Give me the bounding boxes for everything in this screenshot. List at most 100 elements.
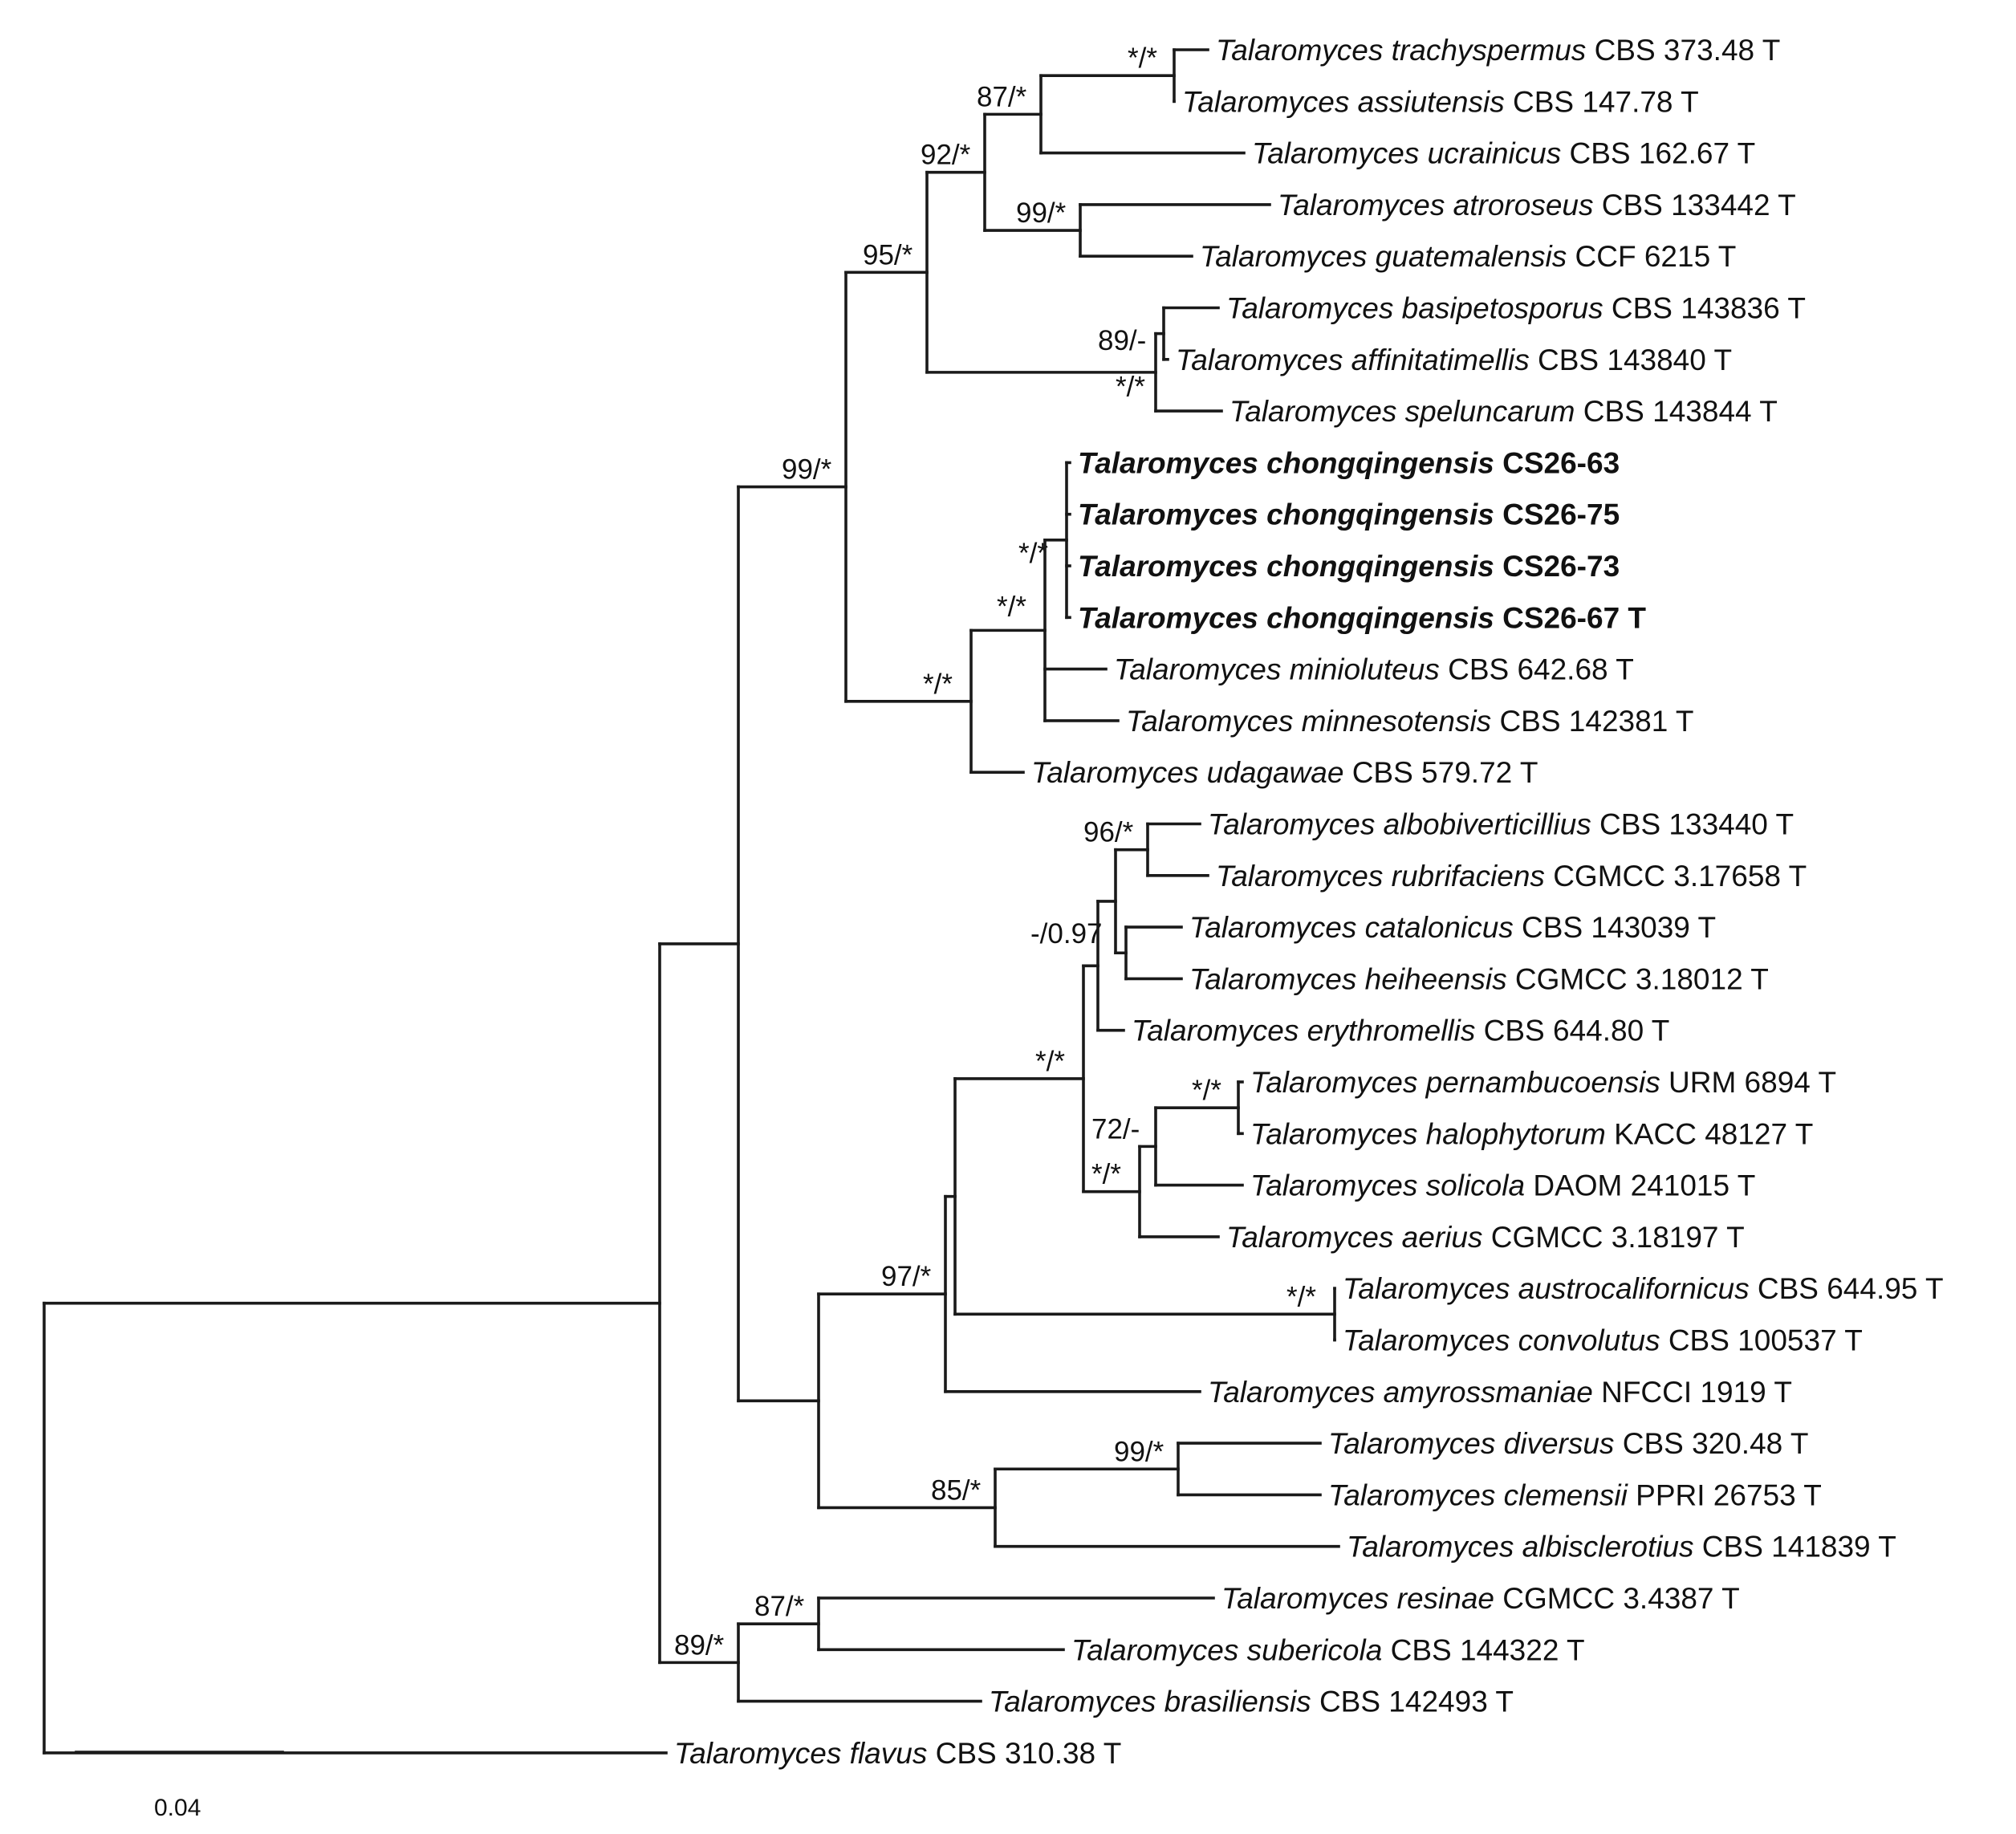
taxon-label-resinae: Talaromyces resinae CGMCC 3.4387 T bbox=[1221, 1582, 1740, 1615]
taxon-species-heiheensis: Talaromyces heiheensis bbox=[1189, 962, 1507, 995]
taxon-label-halophytorum: Talaromyces halophytorum KACC 48127 T bbox=[1250, 1117, 1813, 1150]
taxon-species-flavus: Talaromyces flavus bbox=[674, 1737, 927, 1770]
support-value-n_basi_aff: */* bbox=[1116, 372, 1145, 403]
taxon-strain-albisclerotius: CBS 141839 T bbox=[1694, 1531, 1896, 1564]
taxon-strain-brasiliensis: CBS 142493 T bbox=[1311, 1686, 1514, 1718]
taxon-strain-affinitatimellis: CBS 143840 T bbox=[1530, 344, 1732, 376]
taxon-species-udagawae: Talaromyces udagawae bbox=[1031, 756, 1343, 789]
taxon-strain-cq67: CS26-67 T bbox=[1494, 601, 1647, 634]
taxon-strain-cq73: CS26-73 bbox=[1494, 550, 1620, 583]
taxon-strain-trachyspermus: CBS 373.48 T bbox=[1586, 34, 1780, 67]
taxon-label-minioluteus: Talaromyces minioluteus CBS 642.68 T bbox=[1114, 653, 1634, 686]
taxon-species-resinae: Talaromyces resinae bbox=[1221, 1582, 1494, 1615]
taxon-strain-catalonicus: CBS 143039 T bbox=[1514, 911, 1716, 944]
taxon-species-minioluteus: Talaromyces minioluteus bbox=[1114, 653, 1440, 686]
taxon-label-guatemalensis: Talaromyces guatemalensis CCF 6215 T bbox=[1200, 240, 1736, 273]
taxon-strain-rubrifaciens: CGMCC 3.17658 T bbox=[1545, 860, 1807, 893]
support-value-n_92: 92/* bbox=[921, 140, 971, 171]
taxon-label-subericola: Talaromyces subericola CBS 144322 T bbox=[1071, 1633, 1585, 1666]
taxon-label-udagawae: Talaromyces udagawae CBS 579.72 T bbox=[1031, 756, 1538, 789]
taxon-species-affinitatimellis: Talaromyces affinitatimellis bbox=[1176, 344, 1530, 376]
support-value-n_95: 95/* bbox=[863, 239, 913, 270]
taxon-strain-guatemalensis: CCF 6215 T bbox=[1567, 240, 1736, 273]
taxon-label-brasiliensis: Talaromyces brasiliensis CBS 142493 T bbox=[989, 1686, 1514, 1718]
taxon-strain-albobiverticillius: CBS 133440 T bbox=[1591, 808, 1794, 841]
taxon-species-pernambucoensis: Talaromyces pernambucoensis bbox=[1250, 1066, 1660, 1099]
taxon-species-halophytorum: Talaromyces halophytorum bbox=[1250, 1117, 1606, 1150]
taxon-label-albisclerotius: Talaromyces albisclerotius CBS 141839 T bbox=[1347, 1531, 1896, 1564]
taxon-species-basipetosporus: Talaromyces basipetosporus bbox=[1226, 292, 1603, 325]
taxon-label-flavus: Talaromyces flavus CBS 310.38 T bbox=[674, 1737, 1121, 1770]
taxon-strain-amyrossmaniae: NFCCI 1919 T bbox=[1593, 1376, 1792, 1409]
support-value-n_austro: */* bbox=[1286, 1281, 1316, 1312]
taxon-strain-aerius: CGMCC 3.18197 T bbox=[1482, 1221, 1744, 1254]
taxon-species-diversus: Talaromyces diversus bbox=[1328, 1427, 1614, 1460]
taxon-species-brasiliensis: Talaromyces brasiliensis bbox=[989, 1686, 1311, 1718]
taxon-label-assiutensis: Talaromyces assiutensis CBS 147.78 T bbox=[1182, 85, 1699, 118]
taxon-species-catalonicus: Talaromyces catalonicus bbox=[1189, 911, 1514, 944]
taxon-label-rubrifaciens: Talaromyces rubrifaciens CGMCC 3.17658 T bbox=[1216, 860, 1807, 893]
taxon-label-clemensii: Talaromyces clemensii PPRI 26753 T bbox=[1328, 1478, 1822, 1511]
taxon-label-catalonicus: Talaromyces catalonicus CBS 143039 T bbox=[1189, 911, 1716, 944]
taxon-species-cq67: Talaromyces chongqingensis bbox=[1078, 601, 1494, 634]
taxon-label-affinitatimellis: Talaromyces affinitatimellis CBS 143840 … bbox=[1176, 344, 1732, 376]
taxon-species-atroroseus: Talaromyces atroroseus bbox=[1278, 189, 1593, 222]
taxon-species-cq63: Talaromyces chongqingensis bbox=[1078, 446, 1494, 479]
support-value-n_99a: 99/* bbox=[1016, 197, 1067, 229]
support-value-n_ery: */* bbox=[1035, 1046, 1065, 1077]
taxon-strain-cq75: CS26-75 bbox=[1494, 498, 1620, 531]
support-value-n_87b: 87/* bbox=[754, 1591, 805, 1622]
taxon-label-convolutus: Talaromyces convolutus CBS 100537 T bbox=[1343, 1324, 1863, 1357]
taxon-strain-speluncarum: CBS 143844 T bbox=[1575, 395, 1778, 428]
taxon-label-basipetosporus: Talaromyces basipetosporus CBS 143836 T bbox=[1226, 292, 1806, 325]
support-value-n_chong: */* bbox=[1018, 538, 1048, 569]
taxon-strain-flavus: CBS 310.38 T bbox=[927, 1737, 1121, 1770]
taxon-species-subericola: Talaromyces subericola bbox=[1071, 1633, 1382, 1666]
taxon-label-trachyspermus: Talaromyces trachyspermus CBS 373.48 T bbox=[1216, 34, 1780, 67]
taxon-strain-erythromellis: CBS 644.80 T bbox=[1475, 1015, 1669, 1047]
taxon-label-cq75: Talaromyces chongqingensis CS26-75 bbox=[1078, 498, 1620, 531]
support-value-n_sol: */* bbox=[1091, 1159, 1121, 1190]
taxon-strain-cq63: CS26-63 bbox=[1494, 446, 1620, 479]
taxon-species-albobiverticillius: Talaromyces albobiverticillius bbox=[1208, 808, 1591, 841]
taxon-strain-heiheensis: CGMCC 3.18012 T bbox=[1507, 962, 1769, 995]
support-value-n_89b: 89/* bbox=[674, 1629, 725, 1661]
taxon-label-solicola: Talaromyces solicola DAOM 241015 T bbox=[1250, 1169, 1755, 1202]
support-value-n_99c: 99/* bbox=[1114, 1436, 1164, 1467]
support-value-n_96: 96/* bbox=[1083, 817, 1134, 848]
taxon-strain-clemensii: PPRI 26753 T bbox=[1628, 1478, 1822, 1511]
taxon-species-aerius: Talaromyces aerius bbox=[1226, 1221, 1482, 1254]
taxon-species-erythromellis: Talaromyces erythromellis bbox=[1132, 1015, 1475, 1047]
taxon-strain-minnesotensis: CBS 142381 T bbox=[1491, 705, 1693, 738]
support-value-n_udag: */* bbox=[923, 669, 953, 700]
taxon-species-minnesotensis: Talaromyces minnesotensis bbox=[1126, 705, 1491, 738]
taxon-species-austrocalifornicus: Talaromyces austrocalifornicus bbox=[1343, 1272, 1750, 1305]
taxon-strain-subericola: CBS 144322 T bbox=[1382, 1633, 1584, 1666]
taxon-label-diversus: Talaromyces diversus CBS 320.48 T bbox=[1328, 1427, 1808, 1460]
support-value-n_89a: 89/- bbox=[1098, 325, 1146, 356]
support-value-n_72: 72/- bbox=[1091, 1113, 1140, 1145]
taxon-label-erythromellis: Talaromyces erythromellis CBS 644.80 T bbox=[1132, 1015, 1669, 1047]
support-value-n_85: 85/* bbox=[931, 1474, 982, 1506]
taxon-species-solicola: Talaromyces solicola bbox=[1250, 1169, 1525, 1202]
taxon-label-aerius: Talaromyces aerius CGMCC 3.18197 T bbox=[1226, 1221, 1745, 1254]
taxon-label-minnesotensis: Talaromyces minnesotensis CBS 142381 T bbox=[1126, 705, 1694, 738]
taxon-strain-convolutus: CBS 100537 T bbox=[1660, 1324, 1863, 1357]
taxon-label-cq63: Talaromyces chongqingensis CS26-63 bbox=[1078, 446, 1620, 479]
taxon-species-amyrossmaniae: Talaromyces amyrossmaniae bbox=[1208, 1376, 1593, 1409]
taxon-species-rubrifaciens: Talaromyces rubrifaciens bbox=[1216, 860, 1545, 893]
taxon-species-trachyspermus: Talaromyces trachyspermus bbox=[1216, 34, 1586, 67]
taxon-label-ucrainicus: Talaromyces ucrainicus CBS 162.67 T bbox=[1252, 137, 1755, 170]
taxon-strain-basipetosporus: CBS 143836 T bbox=[1603, 292, 1806, 325]
taxon-species-guatemalensis: Talaromyces guatemalensis bbox=[1200, 240, 1567, 273]
support-value-n_97: 97/* bbox=[881, 1261, 932, 1292]
support-value-n_87a: 87/* bbox=[977, 81, 1027, 112]
taxon-label-speluncarum: Talaromyces speluncarum CBS 143844 T bbox=[1230, 395, 1778, 428]
taxon-species-albisclerotius: Talaromyces albisclerotius bbox=[1347, 1531, 1694, 1564]
taxon-label-amyrossmaniae: Talaromyces amyrossmaniae NFCCI 1919 T bbox=[1208, 1376, 1792, 1409]
taxon-species-ucrainicus: Talaromyces ucrainicus bbox=[1252, 137, 1561, 170]
taxon-strain-pernambucoensis: URM 6894 T bbox=[1660, 1066, 1836, 1099]
support-value-n_trach_assiu: */* bbox=[1128, 43, 1157, 74]
taxon-strain-austrocalifornicus: CBS 644.95 T bbox=[1750, 1272, 1944, 1305]
